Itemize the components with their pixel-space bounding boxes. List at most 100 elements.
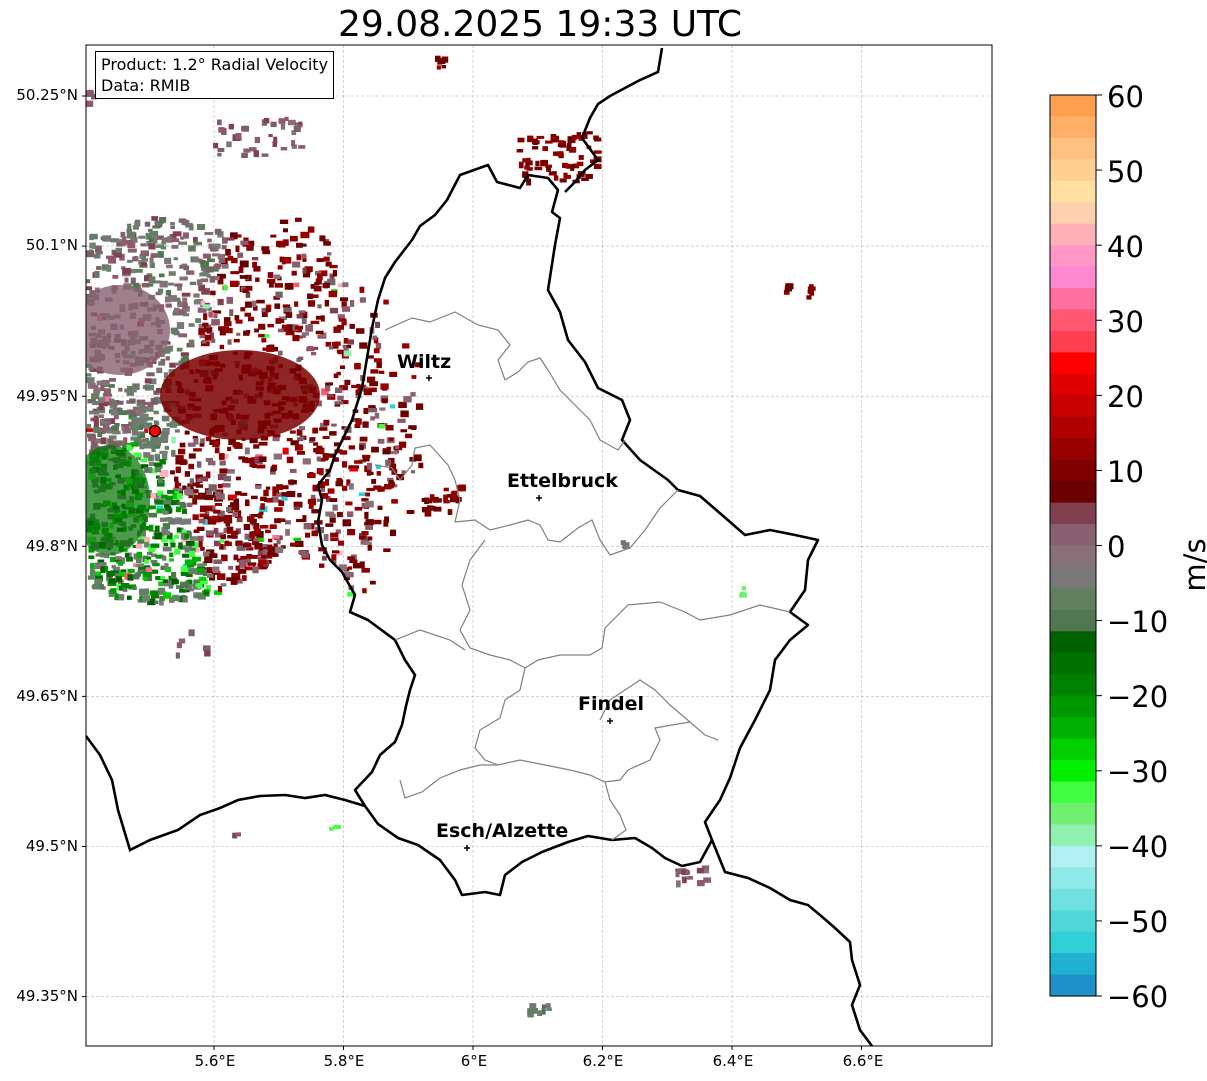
- echo-cell: [309, 437, 316, 442]
- echo-cell: [185, 540, 195, 546]
- echo-cell: [696, 880, 705, 887]
- echo-core: [86, 285, 170, 375]
- echo-cell: [195, 583, 202, 587]
- echo-cell: [160, 439, 169, 443]
- echo-cell: [115, 247, 122, 253]
- echo-cell: [289, 430, 296, 434]
- echo-cell: [203, 505, 213, 512]
- echo-cell: [86, 428, 96, 432]
- echo-cell: [290, 542, 298, 547]
- echo-cell: [259, 560, 267, 565]
- echo-cell: [359, 561, 365, 568]
- echo-cell: [224, 326, 230, 330]
- echo-cell: [282, 304, 291, 308]
- echo-cell: [386, 446, 392, 451]
- echo-cell: [127, 259, 133, 263]
- echo-cell: [270, 121, 277, 128]
- echo-cell: [164, 563, 169, 570]
- echo-cell: [342, 306, 351, 312]
- city-marker: [607, 718, 613, 724]
- echo-cell: [270, 469, 276, 475]
- map-layer: [86, 45, 992, 1046]
- echo-cell: [169, 558, 174, 562]
- echo-cell: [129, 398, 136, 404]
- echo-cell: [304, 266, 313, 273]
- echo-cell: [389, 463, 397, 471]
- echo-cell: [225, 328, 233, 334]
- echo-cell: [218, 326, 226, 331]
- echo-cell: [335, 529, 341, 534]
- echo-cell: [179, 588, 187, 593]
- echo-cell: [321, 388, 329, 396]
- echo-cell: [252, 257, 259, 261]
- echo-cell: [88, 435, 97, 442]
- echo-cell: [373, 337, 379, 344]
- echo-cell: [189, 281, 197, 286]
- echo-cell: [196, 526, 205, 531]
- echo-cell: [144, 467, 149, 473]
- echo-cell: [244, 543, 252, 547]
- echo-cell: [121, 424, 130, 427]
- echo-cell: [245, 558, 251, 564]
- echo-cell: [408, 425, 417, 430]
- echo-cell: [114, 251, 122, 258]
- echo-cell: [808, 284, 814, 288]
- echo-cell: [142, 442, 148, 449]
- echo-cell: [86, 286, 93, 291]
- echo-cell: [210, 338, 216, 343]
- echo-cell: [86, 373, 92, 377]
- colorbar-segment: [1050, 180, 1096, 203]
- echo-cell: [703, 877, 712, 883]
- echo-cell: [148, 454, 154, 462]
- echo-cell: [133, 553, 139, 560]
- echo-cell: [443, 500, 450, 504]
- echo-cell: [557, 143, 563, 147]
- echo-cell: [253, 305, 258, 311]
- echo-cell: [91, 385, 99, 389]
- echo-cell: [127, 574, 134, 581]
- echo-cell: [201, 267, 210, 271]
- echo-cell: [529, 1003, 537, 1009]
- echo-cell: [277, 240, 286, 248]
- echo-cell: [274, 518, 281, 524]
- echo-cell: [280, 147, 288, 151]
- echo-cell: [174, 429, 180, 433]
- echo-cell: [370, 416, 375, 421]
- echo-cell: [256, 464, 266, 469]
- echo-cell: [363, 541, 372, 545]
- echo-cell: [220, 534, 226, 540]
- echo-cell: [86, 100, 94, 107]
- echo-cell: [415, 362, 422, 368]
- echo-cell: [144, 221, 151, 227]
- colorbar-tick-label: −30: [1107, 755, 1169, 789]
- echo-cell: [270, 234, 277, 238]
- echo-cell: [258, 333, 265, 338]
- echo-cell: [307, 473, 316, 479]
- lat-tick-label: 49.95°N: [16, 387, 78, 405]
- echo-cell: [551, 135, 560, 143]
- echo-cell: [359, 444, 364, 451]
- echo-cell: [153, 443, 161, 449]
- echo-cell: [214, 447, 220, 454]
- echo-cell: [424, 510, 432, 517]
- echo-cell: [237, 252, 244, 258]
- echo-cell: [144, 378, 152, 384]
- echo-cell: [193, 529, 200, 533]
- echo-cell: [314, 282, 320, 286]
- echo-cell: [94, 245, 102, 253]
- echo-cell: [682, 877, 687, 884]
- radar-echoes: [86, 55, 816, 1018]
- echo-cell: [251, 495, 258, 500]
- echo-cell: [236, 545, 246, 551]
- echo-cell: [294, 301, 299, 307]
- echo-cell: [363, 407, 369, 414]
- echo-cell: [341, 301, 347, 308]
- echo-cell: [217, 253, 225, 260]
- echo-cell: [219, 544, 224, 550]
- echo-cell: [172, 420, 181, 426]
- echo-cell: [387, 477, 394, 482]
- echo-cell: [809, 290, 815, 296]
- echo-cell: [94, 578, 103, 585]
- echo-cell: [133, 563, 138, 568]
- echo-cell: [176, 347, 183, 352]
